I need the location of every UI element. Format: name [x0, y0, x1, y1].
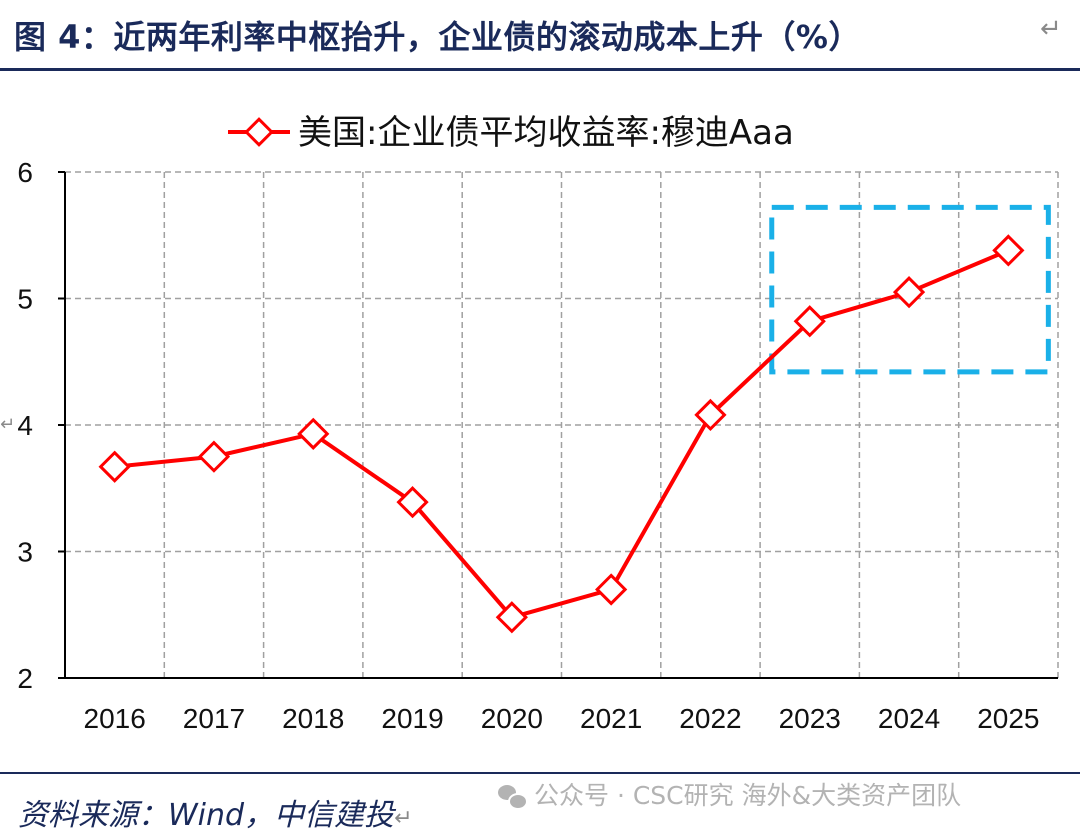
figure-header: 图 4：近两年利率中枢抬升，企业债的滚动成本上升（%） ↵ [0, 0, 1080, 70]
data-point-2019 [396, 486, 429, 519]
top-rule [0, 68, 1080, 71]
bottom-rule [0, 772, 1080, 774]
x-tick-labels: 2016 2017 2018 2019 2020 2021 2022 2023 2024 2025 [84, 703, 1040, 734]
x-tick-label: 2017 [183, 703, 245, 734]
x-tick-label: 2018 [282, 703, 344, 734]
source-return-mark: ↵ [394, 806, 413, 831]
x-tick-label: 2024 [878, 703, 940, 734]
data-point-2023 [793, 305, 826, 338]
data-point-2025 [992, 234, 1025, 267]
source-note: 资料来源：Wind，中信建投↵ [18, 790, 413, 834]
legend-marker [244, 117, 274, 147]
data-point-2024 [892, 276, 926, 309]
source-text: Wind，中信建投 [168, 798, 395, 833]
gridlines [65, 171, 1059, 678]
line-chart: 美国:企业债平均收益率:穆迪Aaa 2 3 4 5 6 2016 2017 2018 2019… [17, 113, 1059, 734]
highlight-rect [769, 204, 1051, 375]
y-tick-label: 5 [17, 284, 33, 315]
y-tick-label: 2 [17, 663, 33, 694]
x-tick-label: 2019 [381, 703, 443, 734]
legend: 美国:企业债平均收益率:穆迪Aaa [228, 113, 794, 153]
data-point-2016 [98, 450, 131, 483]
wechat-icon [498, 785, 528, 810]
x-tick-label: 2022 [679, 703, 741, 734]
highlight-box [769, 204, 1051, 375]
data-point-2020 [495, 601, 528, 634]
x-tick-label: 2021 [580, 703, 642, 734]
y-tick-labels: 2 3 4 5 6 [17, 157, 33, 694]
source-label: 资料来源： [18, 798, 168, 833]
y-tick-label: 3 [17, 537, 33, 568]
x-tick-label: 2016 [84, 703, 146, 734]
data-point-2018 [297, 417, 330, 450]
figure-title: 图 4：近两年利率中枢抬升，企业债的滚动成本上升（%） [14, 18, 861, 56]
data-point-2017 [197, 440, 231, 473]
data-point-2022 [694, 398, 727, 432]
chart-area: 美国:企业债平均收益率:穆迪Aaa 2 3 4 5 6 2016 2017 2018 2019… [0, 72, 1080, 772]
x-tick-label: 2023 [779, 703, 841, 734]
return-mark: ↵ [1040, 14, 1062, 44]
y-tick-label: 6 [17, 157, 33, 188]
series-line [114, 248, 1010, 620]
x-tick-label: 2025 [977, 703, 1039, 734]
legend-label: 美国:企业债平均收益率:穆迪Aaa [298, 113, 794, 153]
axes [58, 171, 1058, 679]
y-tick-label: 4 [17, 410, 33, 441]
watermark: 公众号 · CSC研究 海外&大类资产团队 [498, 776, 961, 812]
x-tick-label: 2020 [481, 703, 543, 734]
side-return-mark: ↵ [0, 414, 16, 435]
data-point-2021 [595, 573, 628, 606]
series-layer [98, 234, 1025, 634]
watermark-text: 公众号 · CSC研究 海外&大类资产团队 [534, 781, 962, 810]
